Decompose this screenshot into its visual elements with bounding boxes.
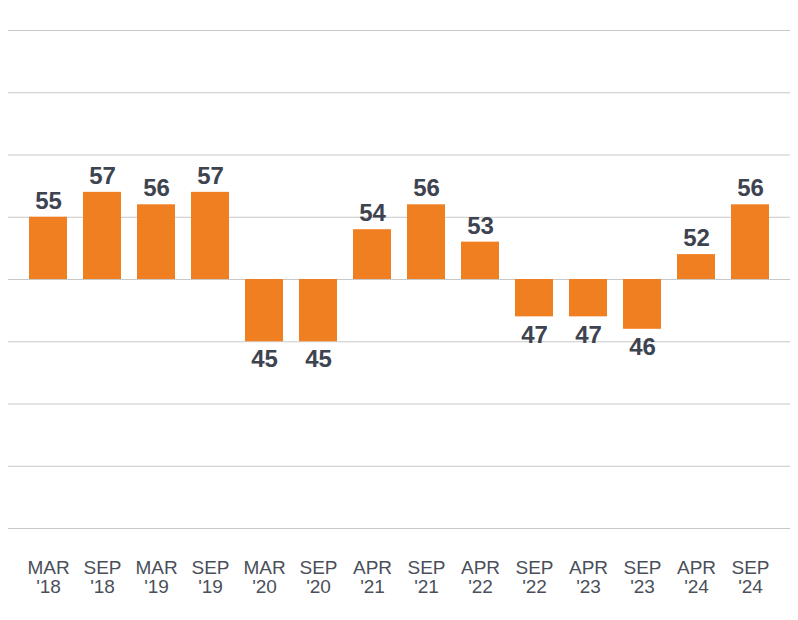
svg-text:MAR'20: MAR'20 [243,557,285,597]
svg-text:SEP'21: SEP'21 [407,557,445,597]
svg-text:APR'22: APR'22 [461,557,500,597]
svg-text:MAR'19: MAR'19 [135,557,177,597]
svg-text:APR'23: APR'23 [569,557,608,597]
svg-text:SEP'22: SEP'22 [515,557,553,597]
svg-text:47: 47 [575,321,602,348]
svg-text:MAR'18: MAR'18 [27,557,69,597]
svg-text:57: 57 [89,162,116,189]
svg-text:45: 45 [305,345,332,372]
svg-text:SEP'18: SEP'18 [83,557,121,597]
svg-text:47: 47 [521,321,548,348]
svg-text:SEP'23: SEP'23 [623,557,661,597]
svg-text:APR'24: APR'24 [677,557,716,597]
svg-text:56: 56 [737,174,764,201]
svg-text:46: 46 [629,333,656,360]
svg-text:56: 56 [413,174,440,201]
svg-text:54: 54 [359,199,386,226]
svg-text:52: 52 [683,224,710,251]
svg-text:55: 55 [35,187,62,214]
svg-text:APR'21: APR'21 [353,557,392,597]
svg-text:57: 57 [197,162,224,189]
svg-text:SEP'19: SEP'19 [191,557,229,597]
svg-text:45: 45 [251,345,278,372]
svg-text:56: 56 [143,174,170,201]
svg-text:53: 53 [467,212,494,239]
svg-text:SEP'24: SEP'24 [731,557,769,597]
svg-text:SEP'20: SEP'20 [299,557,337,597]
